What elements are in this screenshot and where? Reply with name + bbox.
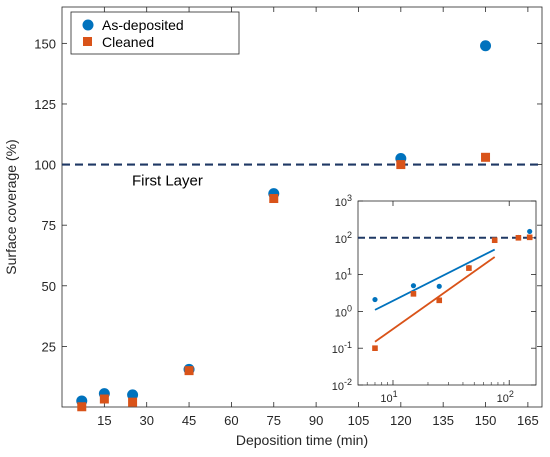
main-data-marks: [76, 40, 492, 412]
inset-fit-lines: [374, 248, 496, 343]
x-tick-label: 120: [390, 413, 412, 428]
inset-cleaned-point: [410, 291, 417, 297]
x-tick-label: 150: [475, 413, 497, 428]
inset-cleaned-point: [526, 234, 533, 241]
y-tick-label: 100: [34, 158, 56, 173]
main-y-axis: 25 50 75 100 125 150: [34, 36, 542, 354]
inset-data-marks: [372, 228, 533, 351]
x-tick-label: 105: [348, 413, 370, 428]
as-deposited-point: [480, 40, 492, 52]
x-tick-label: 165: [517, 413, 539, 428]
cleaned-point: [184, 366, 194, 376]
as-deposited-fit-line: [374, 248, 496, 311]
inset-as-deposited-point: [410, 283, 417, 289]
y-tick-label: 50: [42, 279, 56, 294]
legend-marker-as-deposited: [82, 19, 94, 31]
legend-box: [70, 11, 240, 55]
inset-as-deposited-point: [372, 296, 378, 303]
y-tick-label: 25: [42, 339, 56, 354]
inset-cleaned-point: [466, 265, 472, 271]
as-deposited-point: [127, 389, 139, 401]
inset-cleaned-point: [515, 235, 522, 241]
inset-as-deposited-point: [527, 228, 533, 235]
legend-label-cleaned: Cleaned: [102, 34, 154, 50]
inset-cleaned-point: [436, 297, 443, 304]
cleaned-point: [396, 160, 406, 170]
cleaned-point: [99, 394, 109, 404]
cleaned-fit-line: [374, 256, 496, 343]
x-tick-label: 30: [139, 413, 153, 428]
inset-as-deposited-point: [436, 283, 442, 289]
x-tick-label: 60: [224, 413, 238, 428]
x-tick-label: 45: [182, 413, 196, 428]
main-x-axis: 15 30 45 60 75 90 105 120 135 150 165: [97, 7, 539, 428]
x-tick-label: 135: [432, 413, 454, 428]
x-axis-label: Deposition time (min): [236, 432, 368, 448]
legend-label-as-deposited: As-deposited: [102, 17, 184, 33]
y-tick-label: 150: [34, 36, 56, 51]
cleaned-point: [128, 397, 138, 407]
legend: As-deposited Cleaned: [70, 11, 240, 55]
cleaned-point: [481, 152, 491, 162]
legend-marker-cleaned: [83, 37, 92, 46]
cleaned-point: [77, 402, 87, 412]
cleaned-point: [269, 194, 279, 204]
x-tick-label: 75: [267, 413, 281, 428]
y-tick-label: 75: [42, 218, 56, 233]
inset-cleaned-point: [491, 237, 498, 244]
y-tick-label: 125: [34, 97, 56, 112]
inset-cleaned-point: [372, 345, 378, 351]
inset-plot-area: [357, 200, 537, 386]
first-layer-label: First Layer: [132, 173, 203, 190]
x-tick-label: 90: [309, 413, 323, 428]
y-axis-label: Surface coverage (%): [3, 139, 19, 274]
x-tick-label: 15: [97, 413, 111, 428]
